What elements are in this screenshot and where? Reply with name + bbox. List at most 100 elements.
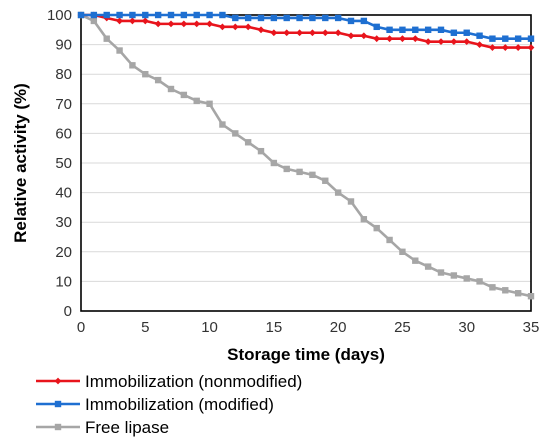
data-point-2-4 (129, 62, 136, 69)
data-point-2-15 (270, 159, 278, 167)
x-tick-label-35: 35 (523, 319, 540, 336)
legend-item-0: Immobilization (nonmodified) (36, 372, 302, 391)
data-point-1-19 (322, 14, 329, 22)
series-2 (77, 11, 535, 300)
data-point-0-14 (257, 26, 265, 34)
data-point-1-12 (232, 14, 239, 22)
data-point-1-21 (347, 17, 355, 25)
data-point-2-2 (103, 35, 110, 42)
data-point-1-26 (412, 26, 419, 33)
data-point-1-24 (386, 26, 393, 33)
data-point-0-23 (373, 35, 381, 43)
data-point-2-28 (437, 269, 445, 276)
legend-marker-1 (54, 400, 62, 408)
x-tick-label-25: 25 (394, 319, 411, 336)
data-point-1-5 (142, 11, 149, 19)
y-tick-labels: 0 10 20 30 40 50 60 70 80 90 100 (47, 7, 72, 320)
data-point-0-8 (180, 20, 188, 28)
data-point-2-7 (167, 85, 175, 93)
data-point-2-27 (424, 263, 432, 270)
data-point-2-3 (116, 47, 123, 54)
data-point-1-28 (437, 26, 445, 33)
data-point-0-7 (167, 20, 175, 28)
data-point-1-25 (399, 26, 406, 33)
legend-item-1: Immobilization (modified) (36, 395, 274, 414)
data-point-2-11 (219, 121, 226, 128)
series-line-0 (81, 13, 531, 49)
data-point-2-23 (373, 224, 380, 232)
y-tick-label-80: 80 (55, 66, 72, 83)
gridlines (81, 44, 531, 282)
data-point-1-32 (489, 35, 496, 42)
data-point-0-6 (154, 20, 162, 28)
y-tick-label-90: 90 (55, 37, 72, 54)
data-point-2-25 (399, 248, 406, 255)
data-point-1-10 (206, 11, 213, 19)
data-point-2-12 (232, 130, 239, 137)
data-point-0-32 (489, 44, 496, 51)
x-tick-label-0: 0 (77, 319, 85, 336)
x-axis-title: Storage time (days) (227, 345, 385, 364)
legend-label-1: Immobilization (modified) (85, 395, 274, 414)
data-point-1-1 (90, 11, 98, 19)
data-point-1-33 (502, 35, 509, 42)
data-point-2-10 (206, 100, 213, 107)
data-point-0-16 (283, 29, 291, 37)
data-point-2-5 (142, 71, 149, 78)
series-line-1 (81, 13, 531, 40)
data-point-1-4 (129, 11, 136, 19)
data-point-2-22 (360, 216, 368, 223)
y-tick-label-30: 30 (55, 214, 72, 231)
data-point-1-2 (103, 11, 110, 19)
data-point-1-35 (527, 35, 535, 42)
data-point-0-11 (219, 23, 226, 31)
data-point-0-28 (437, 38, 445, 46)
data-point-1-8 (180, 11, 188, 19)
data-point-0-12 (231, 23, 239, 31)
data-point-0-29 (450, 38, 458, 46)
data-point-2-31 (476, 278, 483, 285)
data-point-2-1 (90, 17, 98, 25)
legend-marker-0 (54, 377, 62, 385)
data-point-1-29 (450, 29, 458, 36)
y-tick-label-100: 100 (47, 7, 72, 24)
data-point-0-35 (527, 44, 535, 51)
data-point-2-30 (463, 275, 470, 282)
data-point-2-20 (334, 189, 342, 196)
data-point-1-17 (296, 14, 303, 22)
data-point-2-34 (514, 290, 522, 297)
data-point-2-32 (489, 284, 496, 291)
data-point-1-6 (154, 11, 162, 19)
data-point-0-27 (424, 38, 432, 46)
data-point-1-14 (257, 14, 265, 22)
data-point-0-33 (501, 44, 509, 51)
x-tick-label-20: 20 (330, 319, 347, 336)
legend-item-2: Free lipase (36, 418, 169, 437)
data-point-0-19 (321, 29, 329, 37)
data-point-2-35 (527, 293, 535, 300)
data-point-0-25 (399, 35, 406, 43)
data-point-2-33 (502, 287, 509, 294)
y-axis-title: Relative activity (%) (11, 83, 30, 243)
data-point-2-6 (154, 76, 162, 84)
data-point-1-3 (116, 11, 123, 19)
data-point-1-23 (373, 23, 380, 31)
data-point-0-13 (244, 23, 252, 31)
data-point-2-8 (180, 91, 188, 99)
data-point-0-30 (463, 38, 471, 46)
data-point-2-18 (309, 171, 316, 179)
x-tick-labels: 0 5 10 15 20 25 30 35 (77, 319, 540, 336)
y-tick-label-50: 50 (55, 155, 72, 172)
data-point-1-16 (283, 14, 290, 22)
x-tick-label-5: 5 (141, 319, 149, 336)
data-point-0-15 (270, 29, 278, 37)
data-point-1-7 (167, 11, 175, 19)
data-point-1-22 (360, 17, 368, 25)
series-line-2 (80, 13, 532, 298)
data-point-0-26 (411, 35, 419, 43)
x-tick-label-15: 15 (266, 319, 283, 336)
data-point-0-24 (386, 35, 393, 43)
data-point-1-31 (476, 32, 483, 39)
data-point-1-0 (77, 11, 85, 19)
y-tick-label-10: 10 (55, 273, 72, 290)
